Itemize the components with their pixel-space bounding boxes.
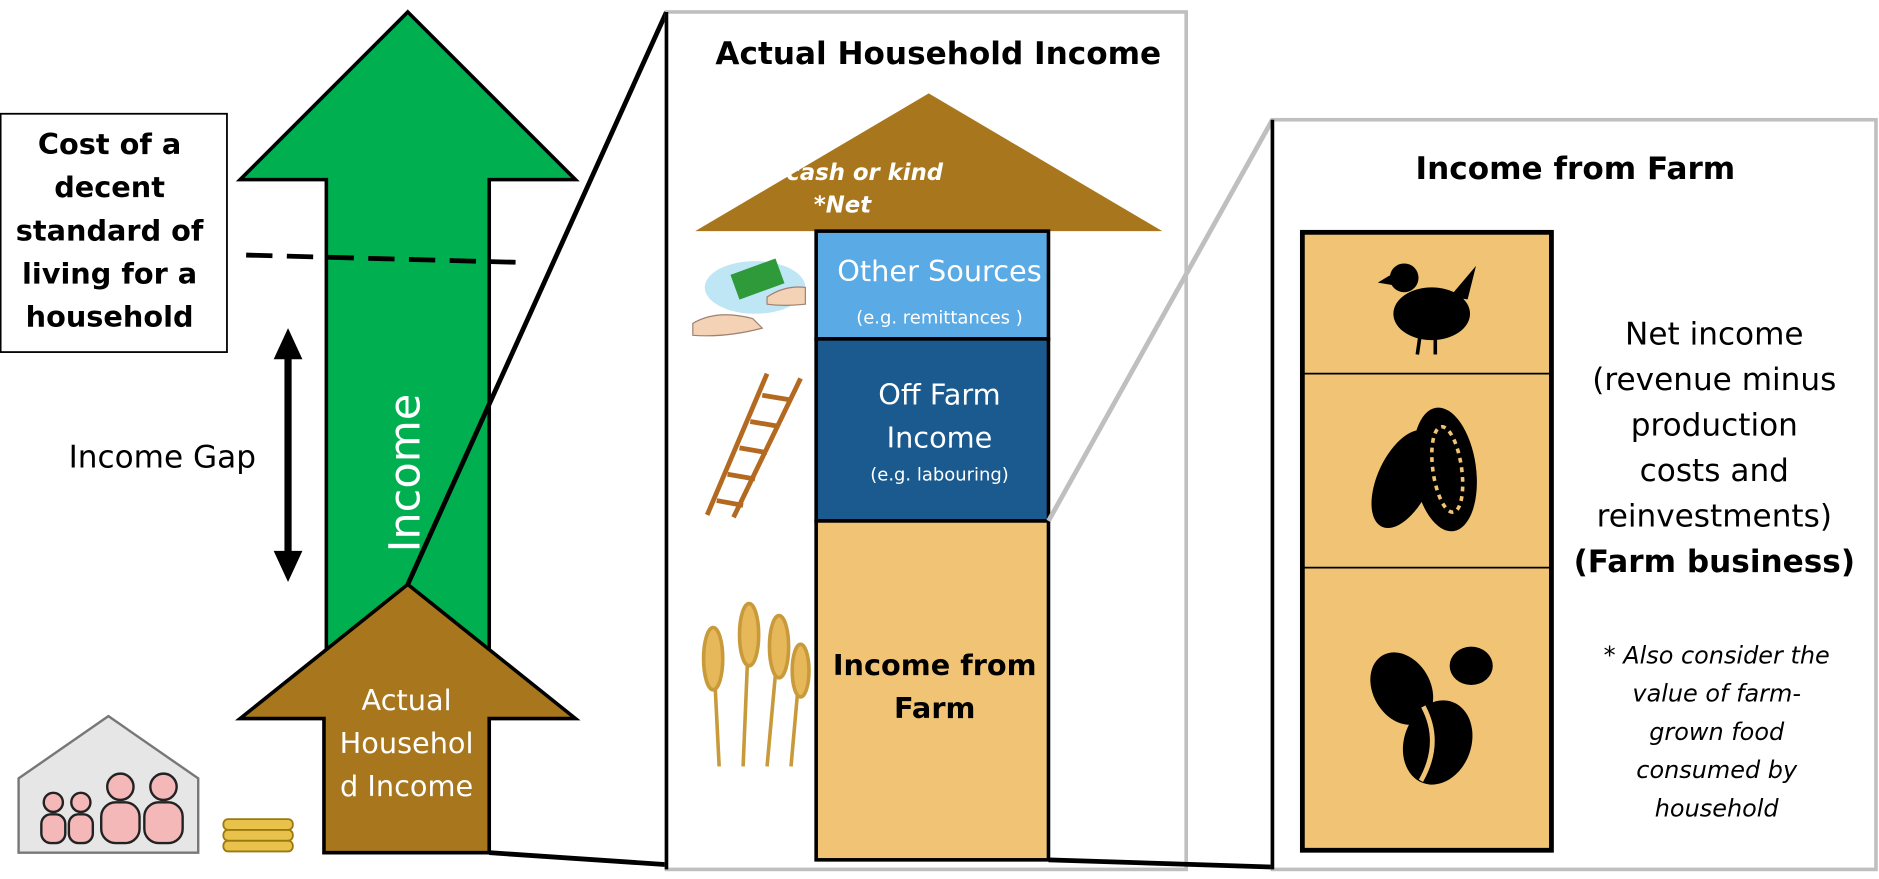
actual-income-label: d Income: [340, 769, 473, 803]
diagram: Cost of a decent standard of living for a ho…: [0, 0, 1879, 879]
coins-icon: [223, 819, 292, 851]
cost-label: household: [26, 300, 194, 334]
actual-income-label: Actual: [362, 683, 452, 717]
net-income-label: (Farm business): [1574, 544, 1855, 580]
net-income-label: production: [1631, 407, 1798, 443]
income-label: Income: [380, 394, 430, 553]
footnote: grown food: [1649, 718, 1785, 746]
cost-label: living for a: [22, 256, 197, 290]
net-income-label: Net income: [1625, 316, 1804, 352]
off-farm-label: (e.g. labouring): [870, 464, 1008, 485]
other-sources-label: (e.g. remittances ): [856, 308, 1023, 329]
actual-income-arrow: [240, 584, 575, 852]
off-farm-label: Income: [887, 421, 993, 455]
household-icon: [19, 716, 199, 853]
off-farm-label: Off Farm: [878, 377, 1000, 411]
farm-label: Income from: [833, 648, 1037, 682]
income-note: *In cash or kind: [742, 160, 944, 186]
cost-label: Cost of a: [38, 127, 181, 161]
other-sources-label: Other Sources: [837, 254, 1041, 288]
net-income-label: (revenue minus: [1592, 362, 1836, 398]
footnote: consumed by: [1636, 756, 1798, 784]
cost-label: standard of: [16, 213, 204, 247]
income-gap-label: Income Gap: [69, 440, 256, 476]
footnote: * Also consider the: [1604, 641, 1830, 669]
footnote: household: [1655, 795, 1780, 823]
income-gap-arrow: [274, 328, 303, 582]
income-note: *Net: [814, 192, 872, 218]
panel-title: Income from Farm: [1416, 151, 1736, 187]
net-income-label: reinvestments): [1597, 498, 1832, 534]
net-income-label: costs and: [1640, 453, 1789, 489]
zoom-line: [489, 853, 666, 865]
actual-income-label: Househol: [340, 726, 474, 760]
panel-title: Actual Household Income: [715, 36, 1161, 72]
cost-label: decent: [54, 170, 165, 204]
footnote: value of farm-: [1632, 680, 1801, 708]
farm-label: Farm: [894, 691, 975, 725]
